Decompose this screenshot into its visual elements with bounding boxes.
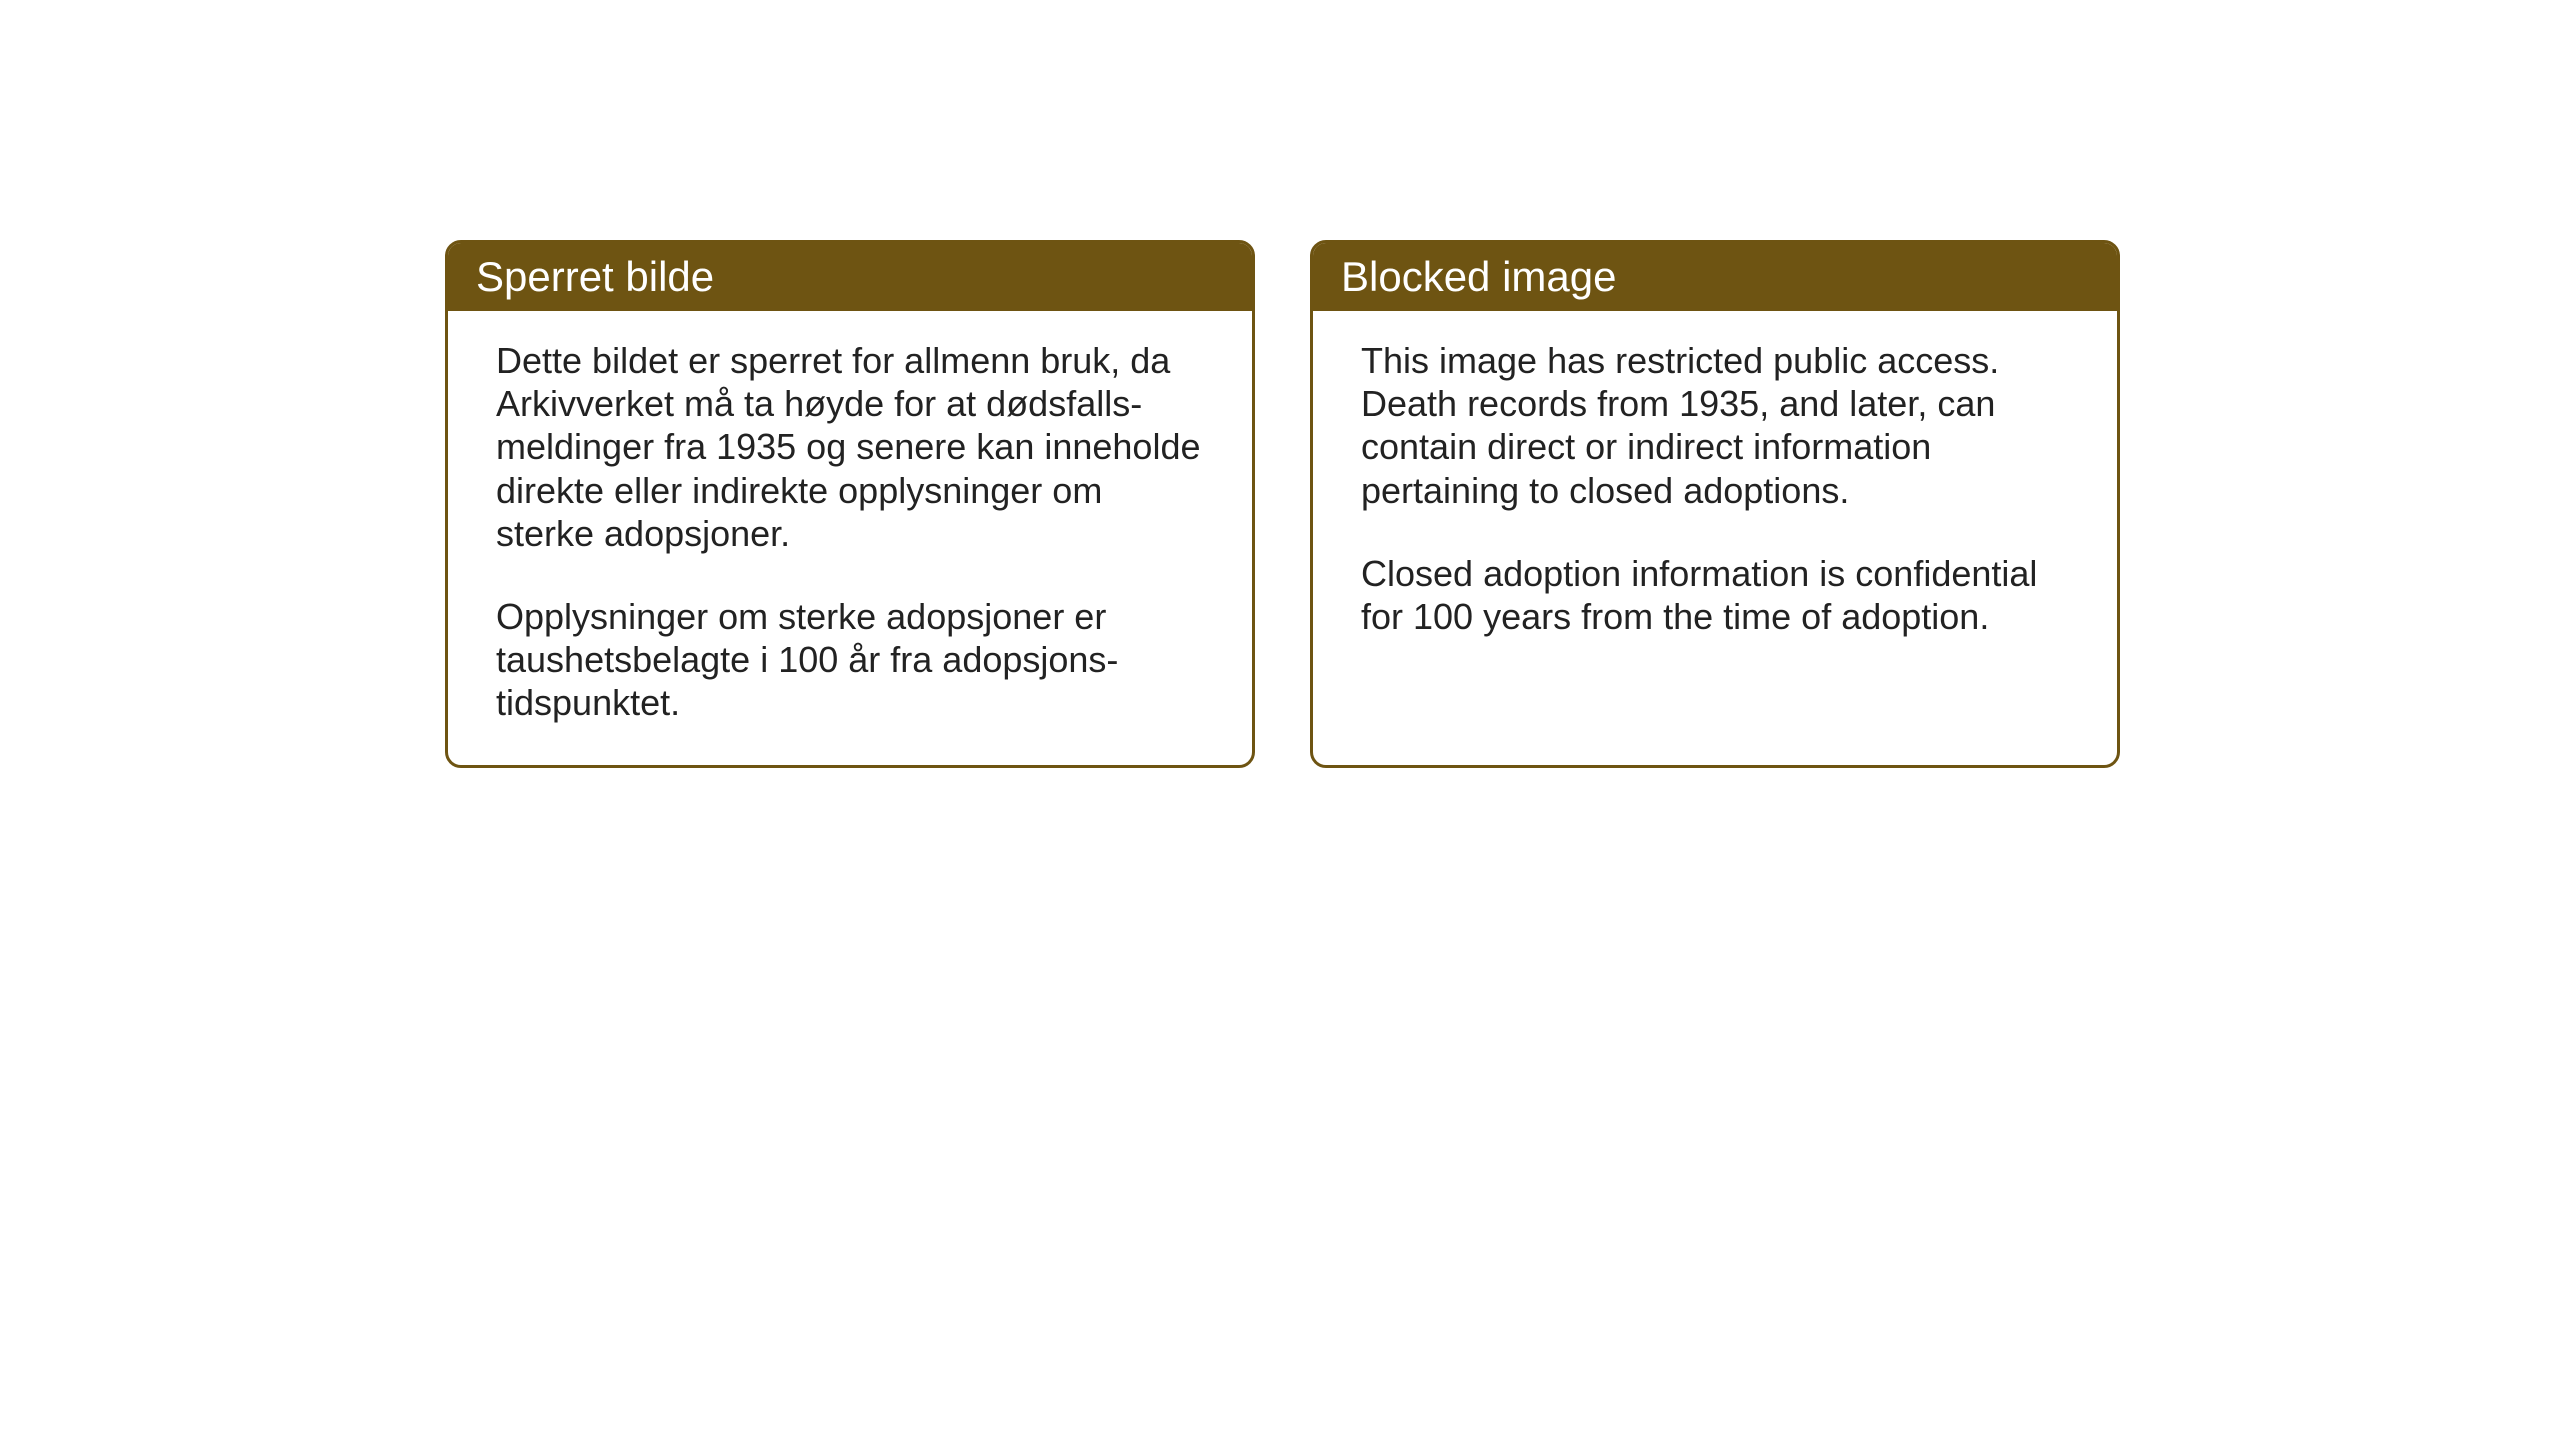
notice-paragraph-2-english: Closed adoption information is confident… [1361,552,2069,638]
notice-body-english: This image has restricted public access.… [1313,311,2117,751]
notice-paragraph-1-english: This image has restricted public access.… [1361,339,2069,512]
notice-header-english: Blocked image [1313,243,2117,311]
notice-paragraph-1-norwegian: Dette bildet er sperret for allmenn bruk… [496,339,1204,555]
notice-body-norwegian: Dette bildet er sperret for allmenn bruk… [448,311,1252,765]
notice-container: Sperret bilde Dette bildet er sperret fo… [445,240,2120,768]
notice-title-english: Blocked image [1341,253,1616,300]
notice-card-english: Blocked image This image has restricted … [1310,240,2120,768]
notice-paragraph-2-norwegian: Opplysninger om sterke adopsjoner er tau… [496,595,1204,725]
notice-title-norwegian: Sperret bilde [476,253,714,300]
notice-card-norwegian: Sperret bilde Dette bildet er sperret fo… [445,240,1255,768]
notice-header-norwegian: Sperret bilde [448,243,1252,311]
